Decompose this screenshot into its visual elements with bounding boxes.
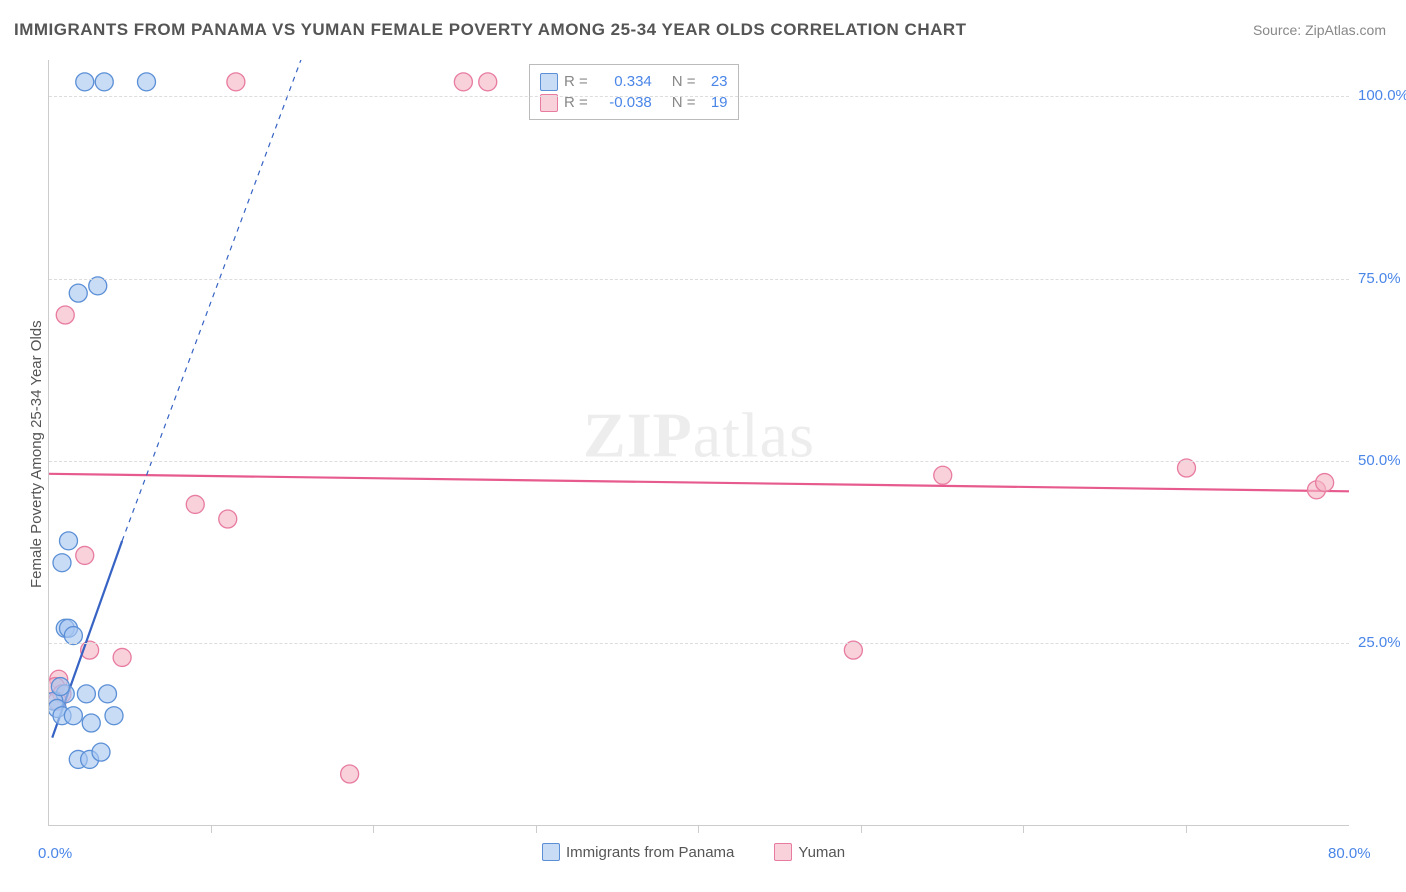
r-label: R = [564,71,588,92]
scatter-svg [49,60,1349,825]
data-point [138,73,156,91]
x-tick [1023,825,1024,833]
x-tick [861,825,862,833]
data-point [77,685,95,703]
data-point [186,495,204,513]
series-name: Immigrants from Panama [566,844,734,861]
data-point [934,466,952,484]
y-axis-label: Female Poverty Among 25-34 Year Olds [28,320,45,588]
data-point [341,765,359,783]
data-point [99,685,117,703]
data-point [219,510,237,528]
correlation-legend: R = 0.334 N = 23 R = -0.038 N = 19 [529,64,739,120]
x-origin-label: 0.0% [38,845,72,862]
data-point [60,532,78,550]
x-tick [1186,825,1187,833]
data-point [1316,474,1334,492]
n-label: N = [672,71,696,92]
data-point [92,743,110,761]
x-tick [211,825,212,833]
plot-area: ZIPatlas R =0.334N =23R =-0.038N =19 [48,60,1349,826]
legend-swatch [540,73,558,91]
data-point [105,707,123,725]
data-point [113,648,131,666]
r-label: R = [564,92,588,113]
data-point [76,546,94,564]
y-tick-label: 25.0% [1358,634,1401,651]
data-point [95,73,113,91]
x-tick [373,825,374,833]
y-tick-label: 100.0% [1358,87,1406,104]
data-point [479,73,497,91]
gridline [49,279,1349,280]
legend-row: R = 0.334 N = 23 [540,71,728,92]
gridline [49,461,1349,462]
data-point [76,73,94,91]
data-point [51,678,69,696]
r-value: -0.038 [594,92,652,113]
data-point [69,284,87,302]
series-legend: Immigrants from Panama Yuman [542,843,845,861]
n-label: N = [672,92,696,113]
legend-row: R = -0.038 N = 19 [540,92,728,113]
x-tick [536,825,537,833]
gridline [49,643,1349,644]
bottom-legend-item: Yuman [774,843,845,861]
source-attribution: Source: ZipAtlas.com [1253,22,1386,38]
data-point [82,714,100,732]
trend-line [49,474,1349,491]
chart-container: IMMIGRANTS FROM PANAMA VS YUMAN FEMALE P… [0,0,1406,892]
y-tick-label: 75.0% [1358,270,1401,287]
x-end-label: 80.0% [1328,845,1371,862]
n-value: 23 [702,71,728,92]
legend-swatch [542,843,560,861]
trend-line-dashed [122,60,309,541]
bottom-legend-item: Immigrants from Panama [542,843,734,861]
n-value: 19 [702,92,728,113]
data-point [56,306,74,324]
data-point [227,73,245,91]
series-name: Yuman [798,844,845,861]
legend-swatch [774,843,792,861]
y-tick-label: 50.0% [1358,452,1401,469]
data-point [64,707,82,725]
data-point [454,73,472,91]
r-value: 0.334 [594,71,652,92]
gridline [49,96,1349,97]
x-tick [698,825,699,833]
data-point [53,554,71,572]
chart-title: IMMIGRANTS FROM PANAMA VS YUMAN FEMALE P… [14,20,967,40]
